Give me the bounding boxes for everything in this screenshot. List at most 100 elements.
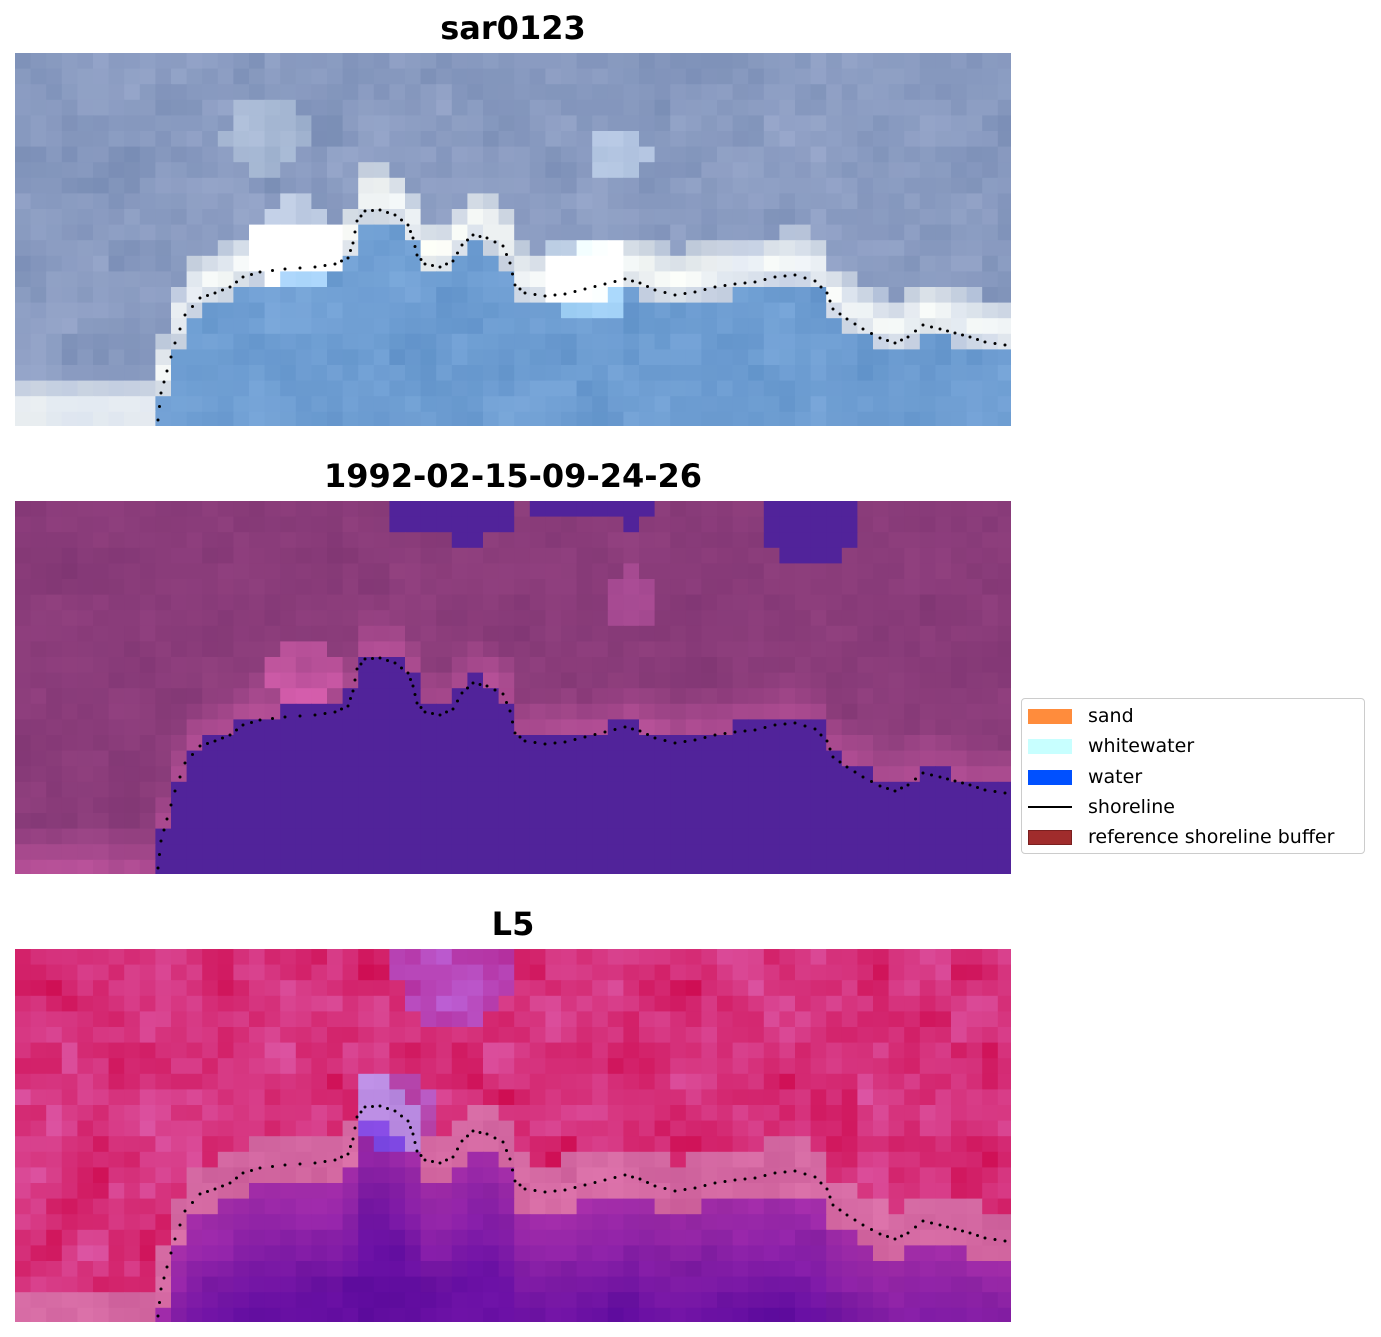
shoreline-dot	[828, 747, 832, 751]
shoreline-dot	[593, 1181, 597, 1184]
shoreline-dot	[703, 1184, 707, 1187]
shoreline-dot	[713, 285, 717, 289]
shoreline-dot	[165, 369, 169, 373]
shoreline-dot	[228, 733, 232, 737]
shoreline-dot	[191, 753, 194, 756]
shoreline-dot	[213, 1187, 217, 1191]
shoreline-dot	[415, 1149, 419, 1153]
shoreline-dot	[250, 721, 253, 724]
shoreline-dot	[813, 1175, 817, 1179]
shoreline-dot	[845, 765, 849, 769]
shoreline-dot	[813, 279, 817, 283]
shoreline-dot	[743, 1177, 747, 1181]
shoreline-dot	[213, 291, 217, 295]
shoreline-dot	[961, 1229, 964, 1233]
shoreline-dot	[713, 1181, 717, 1185]
shoreline-dot	[1003, 343, 1007, 347]
shoreline-dot	[513, 731, 517, 735]
shoreline-dot	[183, 1209, 187, 1213]
shoreline-dot	[355, 1115, 359, 1119]
shoreline-dot	[478, 1131, 482, 1134]
shoreline-dot	[400, 666, 403, 670]
shoreline-dot	[753, 280, 757, 284]
shoreline-dot	[968, 335, 972, 339]
shoreline-dot	[456, 699, 459, 703]
shoreline-dot	[258, 270, 262, 274]
shoreline-dot	[878, 336, 882, 340]
shoreline-dot	[353, 230, 357, 234]
shoreline-dot	[533, 1189, 537, 1192]
shoreline-dot	[683, 292, 687, 295]
shoreline-dot	[271, 1165, 274, 1168]
shoreline-dot	[156, 866, 160, 870]
shoreline-dot	[623, 277, 627, 281]
shoreline-dot	[485, 684, 489, 688]
shoreline-dot	[409, 230, 412, 233]
shoreline-dot	[553, 741, 557, 745]
shoreline-dot	[508, 261, 512, 265]
shoreline-dot	[413, 245, 417, 248]
shoreline-dot	[938, 775, 942, 779]
shoreline-dot	[333, 710, 337, 714]
shoreline-dot	[893, 1237, 897, 1241]
shoreline-dot	[961, 781, 964, 785]
shoreline-dot	[983, 788, 987, 792]
shoreline-dot	[828, 1195, 832, 1199]
shoreline-dot	[543, 294, 547, 298]
shoreline-dot	[513, 1179, 517, 1183]
shoreline-dot	[378, 656, 382, 660]
shoreline-dot	[853, 1218, 857, 1222]
shoreline-dot	[423, 1158, 427, 1162]
shoreline-dot	[178, 327, 182, 331]
shoreline-dot	[460, 243, 464, 247]
legend-label-water: water	[1088, 766, 1143, 788]
shoreline-dot	[793, 273, 797, 277]
shoreline-dot	[511, 272, 514, 276]
shoreline-dot	[723, 732, 727, 735]
shoreline-dot	[415, 701, 419, 705]
shoreline-dot	[723, 1180, 727, 1183]
shoreline-dot	[451, 259, 455, 263]
shoreline-dot	[191, 1201, 194, 1204]
shoreline-dot	[983, 340, 987, 344]
pixel-grid	[15, 949, 1011, 1322]
shoreline-dot	[359, 1110, 363, 1114]
shoreline-dot	[845, 317, 849, 321]
shoreline-dot	[169, 355, 173, 359]
shoreline-dot	[419, 706, 423, 709]
shoreline-dot	[573, 290, 577, 293]
shoreline-dot	[333, 1158, 337, 1162]
shoreline-dot	[451, 1155, 455, 1159]
shoreline-dot	[853, 770, 857, 774]
shoreline-dot	[976, 786, 979, 789]
shoreline-dot	[406, 1119, 410, 1123]
shoreline-dot	[298, 1162, 302, 1166]
shoreline-dot	[505, 701, 508, 704]
legend-label-sand: sand	[1088, 705, 1134, 727]
shoreline-dot	[893, 789, 897, 793]
shoreline-dot	[900, 1234, 903, 1238]
shoreline-dot	[603, 282, 607, 286]
shoreline-dot	[900, 338, 903, 342]
shoreline-dot	[593, 285, 597, 288]
legend-label-reference-buffer: reference shoreline buffer	[1088, 826, 1335, 848]
shoreline-dot	[906, 1231, 910, 1235]
shoreline-dot	[553, 1189, 557, 1193]
shoreline-dot	[638, 729, 642, 733]
shoreline-dot	[938, 1223, 942, 1227]
shoreline-dot	[411, 684, 415, 688]
shoreline-dot	[623, 1173, 627, 1177]
shoreline-dot	[349, 249, 352, 252]
shoreline-dot	[853, 322, 857, 326]
legend-item-water: water	[1028, 766, 1142, 788]
shoreline-dot	[914, 1225, 917, 1229]
shoreline-dot	[508, 1157, 512, 1161]
shoreline-dot	[953, 331, 957, 335]
shoreline-dot	[493, 240, 497, 244]
shoreline-dot	[613, 280, 617, 283]
shoreline-dot	[646, 733, 649, 736]
shoreline-dot	[523, 739, 527, 743]
shoreline-dot	[763, 726, 767, 729]
shoreline-dot	[703, 736, 707, 739]
shoreline-dot	[371, 1105, 374, 1108]
